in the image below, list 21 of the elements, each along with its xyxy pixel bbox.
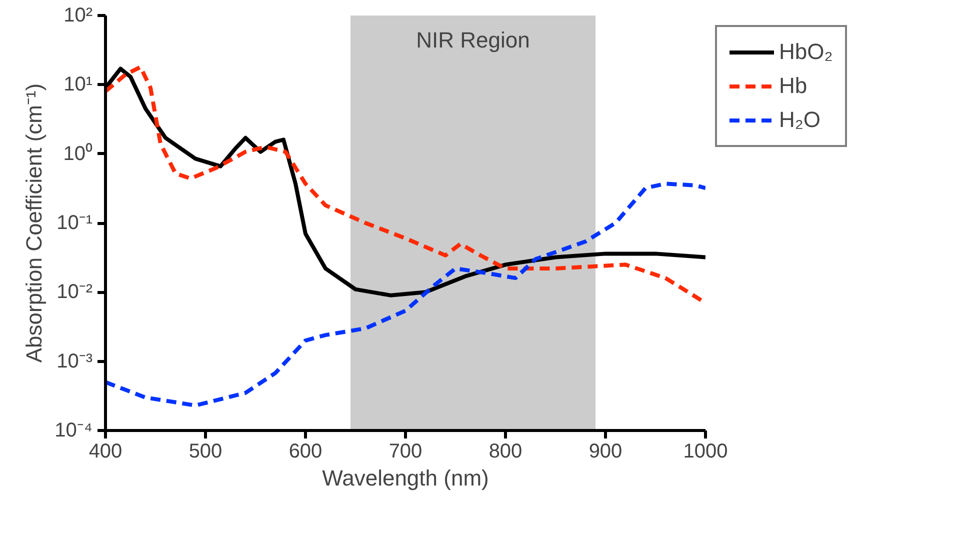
y-tick-label: 10⁻¹ [56,212,93,234]
x-tick-label: 700 [388,440,422,462]
y-tick-label: 10⁰ [63,142,93,165]
x-tick-label: 400 [88,440,122,462]
x-tick-label: 1000 [683,440,728,462]
y-tick-label: 10² [64,4,93,26]
y-tick-label: 10¹ [64,74,93,96]
band-label: NIR Region [416,28,530,52]
x-axis-title: Wavelength (nm) [322,466,489,490]
y-tick-label: 10⁻³ [56,350,93,372]
legend-label: H₂O [779,107,821,133]
x-tick-label: 900 [588,440,622,462]
y-tick-label: 10⁻² [56,281,93,304]
x-tick-label: 500 [188,440,222,462]
legend-label: Hb [779,73,808,99]
y-tick-label: 10⁻⁴ [54,420,93,442]
x-tick-label: 800 [488,440,522,462]
line-series [106,182,706,408]
x-tick-label: 600 [288,440,322,462]
legend-label: HbO₂ [779,39,833,65]
y-axis-title: Absorption Coefficient (cm⁻¹) [22,83,47,363]
